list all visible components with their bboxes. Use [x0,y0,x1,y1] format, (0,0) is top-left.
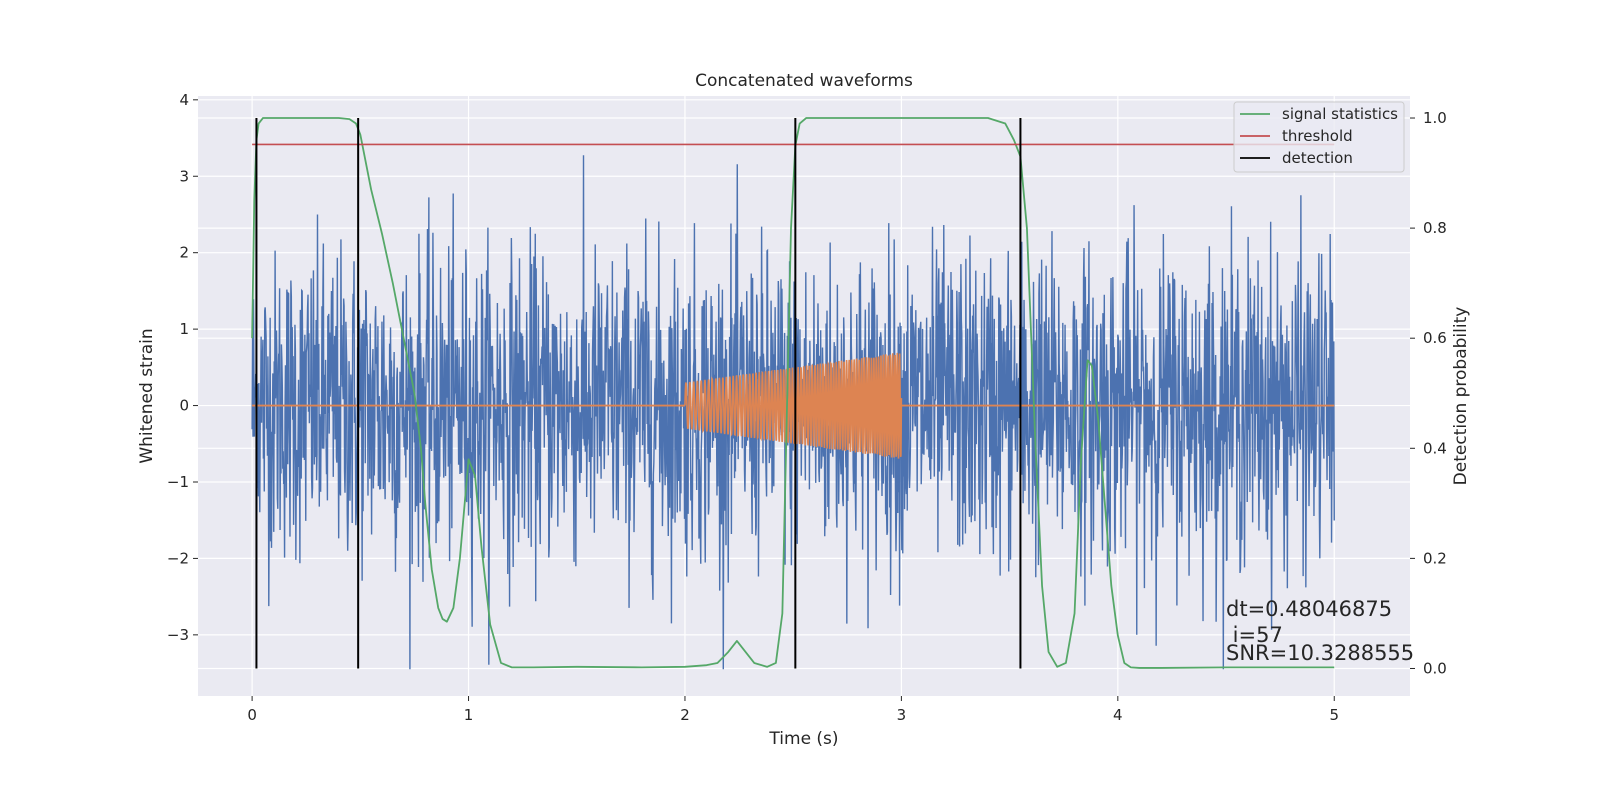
y-left-tick-label: 3 [179,167,189,185]
injection-series [252,352,1335,459]
x-tick-label: 1 [464,706,474,724]
y-left-tick-label: 4 [179,91,189,109]
y-right-tick-label: 0.2 [1423,549,1447,567]
y-right-tick-label: 0.0 [1423,659,1447,677]
x-axis-label: Time (s) [768,729,838,749]
injection-chirp-line [684,352,903,459]
annotation-snr: SNR=10.3288555 [1226,641,1414,665]
detection-overlay [251,117,1335,669]
x-tick-label: 5 [1329,706,1339,724]
chart-title: Concatenated waveforms [695,71,913,91]
x-tick-label: 4 [1113,706,1123,724]
y-right-tick-label: 0.8 [1423,219,1447,237]
ticks: 0 1 2 3 4 5 −3 −2 −1 0 1 2 3 4 0.0 0.2 0.4 0.6 0.8 1.0 [167,91,1447,724]
legend-label-signal-statistics: signal statistics [1282,105,1398,123]
y-axis-label-left: Whitened strain [137,328,157,463]
y-left-tick-label: 1 [179,320,189,338]
x-tick-label: 2 [680,706,690,724]
legend-box [1233,101,1405,173]
legend-label-detection: detection [1282,149,1353,167]
y-axis-label-right: Detection probability [1451,307,1471,486]
y-right-tick-label: 0.6 [1423,329,1447,347]
legend-label-threshold: threshold [1282,127,1353,145]
annotation-i: i=57 [1226,623,1283,647]
y-left-tick-label: −3 [167,626,189,644]
x-tick-label: 0 [247,706,257,724]
y-right-tick-label: 0.4 [1423,439,1447,457]
signal-statistics-line [251,117,1335,669]
legend: signal statistics threshold detection [1233,101,1405,173]
noise-series [251,155,1335,670]
y-left-tick-label: −2 [167,549,189,567]
noise-line [251,155,1335,670]
y-left-tick-label: −1 [167,473,189,491]
x-tick-label: 3 [897,706,907,724]
y-left-tick-label: 2 [179,244,189,262]
annotation-dt: dt=0.48046875 [1226,597,1392,621]
y-left-tick-label: 0 [179,397,189,415]
y-right-tick-label: 1.0 [1423,109,1447,127]
